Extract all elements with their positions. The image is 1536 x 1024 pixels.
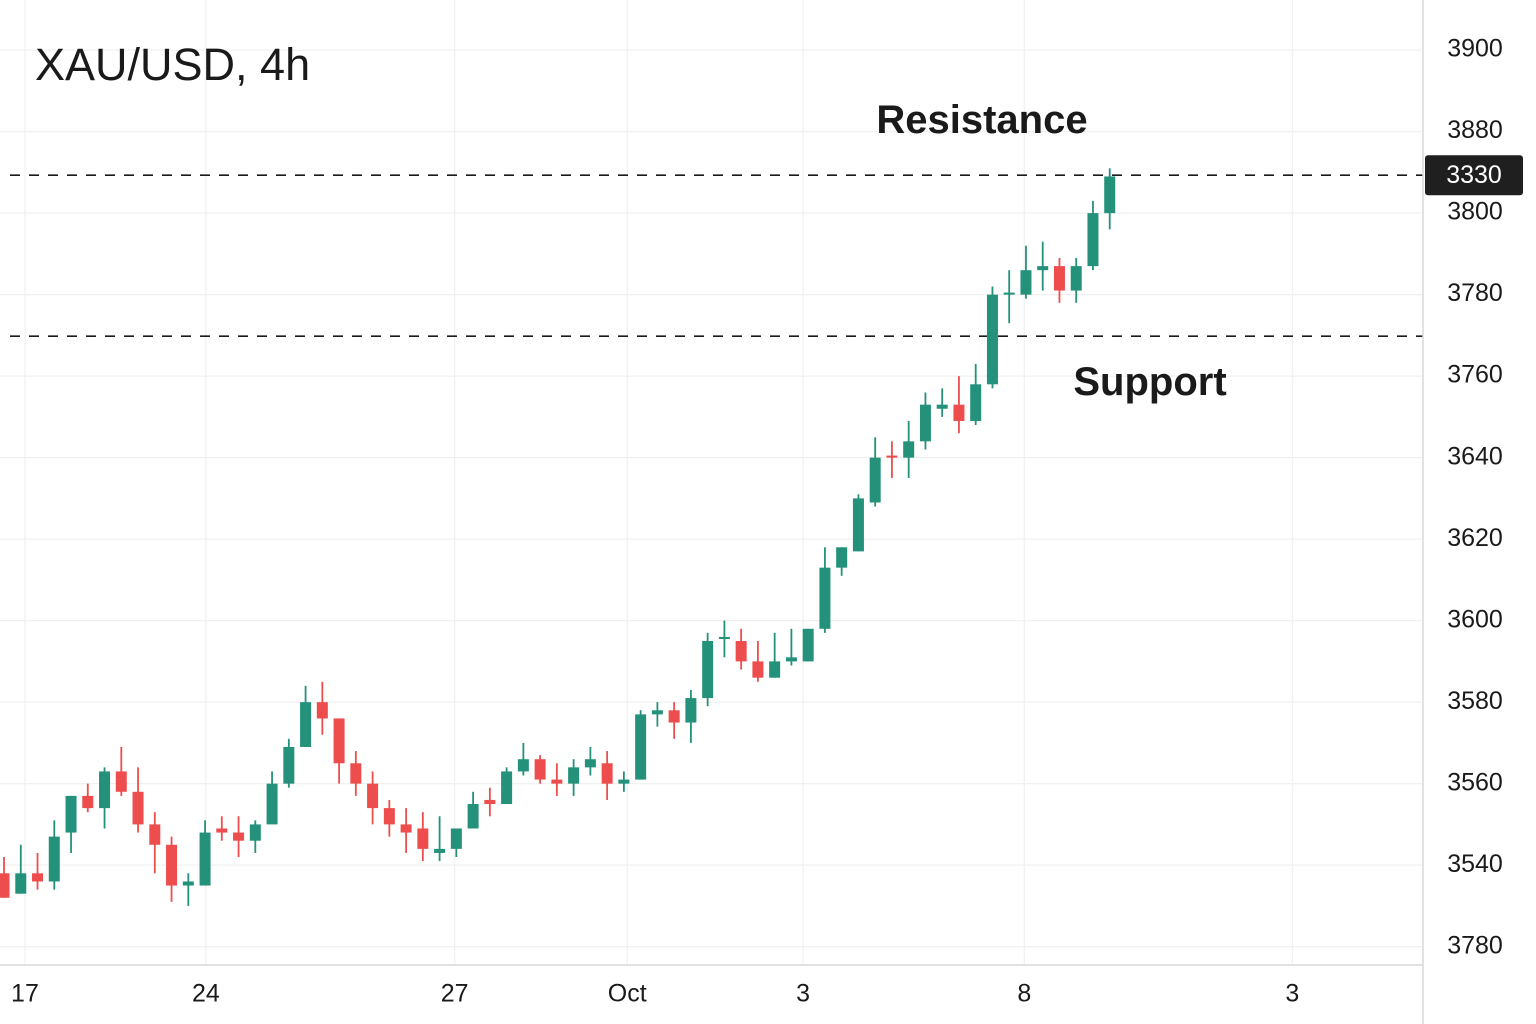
axes: 3900 3880 3800 3780 3760 3640 3620 3600 3580 3560… — [11, 35, 1523, 1008]
candle-body — [350, 763, 362, 784]
y-tick-label: 3640 — [1447, 442, 1503, 470]
candle-body — [735, 641, 747, 662]
candle-body — [300, 702, 312, 747]
x-tick-label: 17 — [11, 980, 39, 1008]
y-tick-label: 3600 — [1447, 605, 1503, 633]
candle-body — [986, 294, 998, 385]
candles — [0, 168, 1116, 906]
y-tick-label: 3780 — [1447, 931, 1503, 959]
x-tick-label: 24 — [192, 980, 220, 1008]
candle-body — [283, 746, 295, 784]
candle-body — [534, 759, 546, 780]
candle-body — [65, 795, 77, 833]
candle-body — [333, 718, 345, 764]
candle-body — [1053, 266, 1065, 291]
candle-body — [1087, 213, 1099, 267]
y-tick-label: 3880 — [1447, 116, 1503, 144]
candle-body — [450, 828, 462, 849]
candle-body — [417, 828, 429, 849]
x-tick-label: 3 — [796, 980, 810, 1008]
candle-body — [32, 873, 44, 882]
candle-body — [383, 808, 395, 825]
candle-body — [434, 848, 446, 853]
candle-body — [1037, 266, 1049, 271]
candle-body — [367, 783, 379, 809]
candle-body — [970, 384, 982, 421]
candle-body — [568, 767, 580, 784]
candle-body — [501, 771, 513, 805]
candle-body — [48, 836, 60, 882]
candle-body — [802, 628, 814, 662]
candle-body — [316, 702, 328, 719]
x-tick-label: 3 — [1285, 980, 1299, 1008]
candle-body — [467, 804, 479, 829]
candle-body — [0, 873, 10, 898]
candle-body — [668, 710, 680, 723]
chart-title: XAU/USD, 4h — [35, 39, 310, 90]
resistance-label: Resistance — [876, 98, 1087, 142]
support-label: Support — [1073, 360, 1226, 404]
candle-body — [484, 799, 496, 805]
candle-body — [551, 779, 563, 784]
grid — [0, 0, 1423, 965]
candle-body — [1003, 292, 1015, 295]
candle-body — [618, 779, 630, 784]
candle-body — [1020, 270, 1032, 295]
candle-body — [752, 661, 764, 678]
x-tick-label: Oct — [608, 980, 647, 1008]
candle-body — [953, 404, 965, 421]
candle-body — [182, 881, 194, 886]
candle-body — [15, 873, 27, 894]
candle-body — [166, 844, 178, 886]
last-price-label: 3330 — [1446, 161, 1502, 189]
candle-body — [216, 828, 228, 833]
y-tick-label: 3760 — [1447, 361, 1503, 389]
candle-body — [115, 771, 127, 792]
y-tick-label: 3580 — [1447, 687, 1503, 715]
candle-body — [685, 698, 697, 723]
candle-body — [769, 661, 781, 678]
last-price-badge — [1425, 155, 1523, 196]
candle-body — [266, 783, 278, 825]
candle-body — [249, 824, 261, 841]
candle-body — [718, 636, 730, 639]
x-tick-label: 27 — [441, 980, 469, 1008]
candle-body — [517, 759, 529, 772]
y-tick-label: 3540 — [1447, 850, 1503, 878]
candle-body — [886, 455, 898, 458]
candle-body — [149, 824, 161, 845]
candle-body — [819, 567, 831, 629]
candle-body — [903, 441, 915, 458]
candle-body — [936, 404, 948, 409]
candle-body — [1070, 266, 1082, 291]
candle-body — [836, 547, 848, 568]
levels: Resistance Support — [10, 98, 1423, 404]
candle-body — [400, 824, 412, 833]
y-tick-label: 3900 — [1447, 35, 1503, 63]
y-tick-label: 3780 — [1447, 279, 1503, 307]
candle-body — [82, 795, 94, 809]
candle-body — [199, 832, 211, 886]
candle-body — [852, 498, 864, 552]
candle-body — [785, 657, 797, 662]
candle-body — [601, 763, 613, 784]
candle-body — [584, 759, 596, 768]
candle-body — [635, 714, 647, 780]
candle-body — [651, 710, 663, 715]
candle-body — [99, 771, 111, 809]
candle-body — [919, 404, 931, 442]
x-tick-label: 8 — [1017, 980, 1031, 1008]
candle-body — [1104, 176, 1116, 214]
y-tick-label: 3560 — [1447, 768, 1503, 796]
y-tick-label: 3800 — [1447, 198, 1503, 226]
candle-body — [869, 457, 881, 503]
y-tick-label: 3620 — [1447, 524, 1503, 552]
candle-body — [702, 641, 714, 699]
candle-body — [233, 832, 245, 841]
candle-body — [132, 791, 144, 825]
